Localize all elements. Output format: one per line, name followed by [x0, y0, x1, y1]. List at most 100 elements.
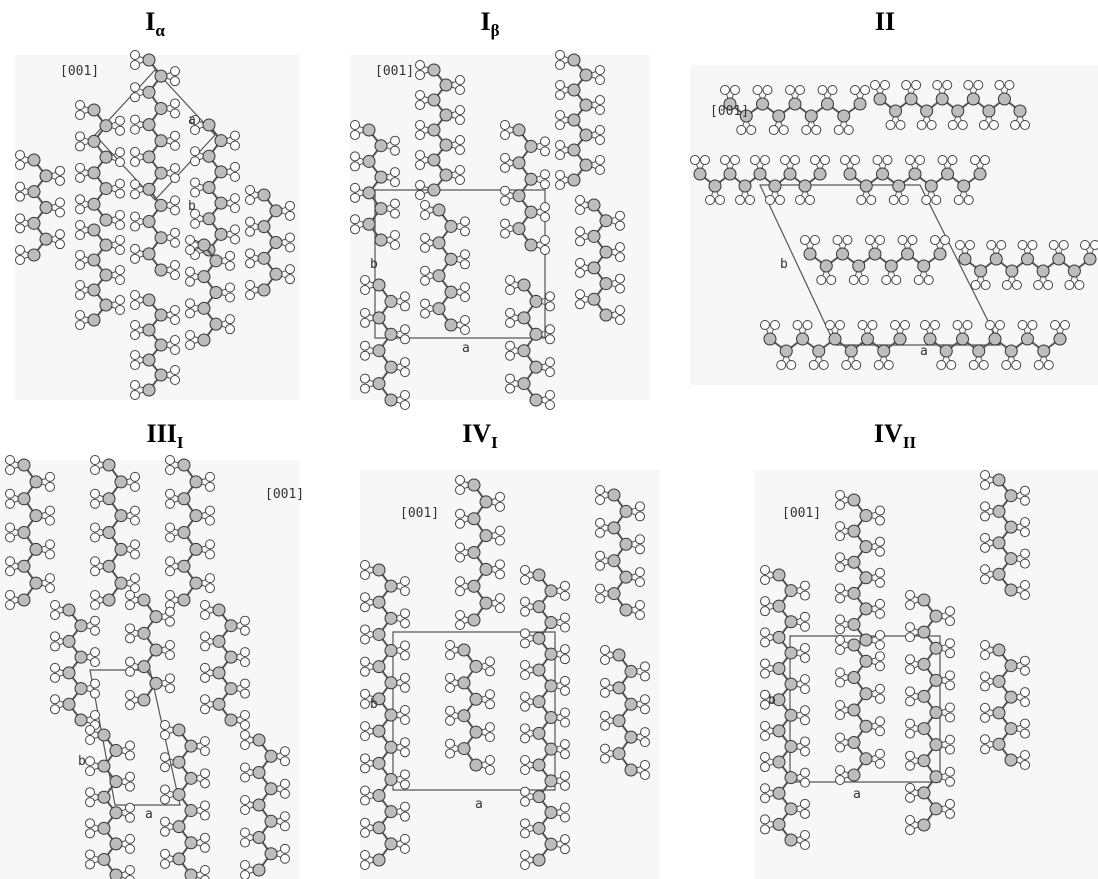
- hydrogen-atom: [86, 860, 95, 869]
- hydrogen-atom: [86, 726, 95, 735]
- panel: Iα[001]ab: [15, 7, 300, 400]
- carbon-atom: [88, 135, 100, 147]
- hydrogen-atom: [561, 750, 570, 759]
- hydrogen-atom: [501, 229, 510, 238]
- hydrogen-atom: [981, 565, 990, 574]
- carbon-atom: [848, 525, 860, 537]
- hydrogen-atom: [821, 156, 830, 165]
- carbon-atom: [18, 560, 30, 572]
- hydrogen-atom: [401, 844, 410, 853]
- carbon-atom: [385, 773, 397, 785]
- hydrogen-atom: [281, 844, 290, 853]
- hydrogen-atom: [286, 233, 295, 242]
- hydrogen-atom: [226, 261, 235, 270]
- carbon-atom: [608, 489, 620, 501]
- hydrogen-atom: [947, 361, 956, 370]
- hydrogen-atom: [16, 224, 25, 233]
- hydrogen-atom: [401, 587, 410, 596]
- hydrogen-atom: [421, 276, 430, 285]
- hydrogen-atom: [51, 705, 60, 714]
- panel-background: [350, 55, 650, 400]
- carbon-atom: [103, 493, 115, 505]
- hydrogen-atom: [226, 315, 235, 324]
- carbon-atom: [874, 93, 886, 105]
- carbon-atom: [1005, 345, 1017, 357]
- hydrogen-atom: [6, 456, 15, 465]
- hydrogen-atom: [246, 227, 255, 236]
- hydrogen-atom: [596, 66, 605, 75]
- panel-title: IVII: [874, 419, 917, 452]
- hydrogen-atom: [446, 749, 455, 758]
- hydrogen-atom: [456, 543, 465, 552]
- carbon-atom: [785, 647, 797, 659]
- hydrogen-atom: [766, 196, 775, 205]
- carbon-atom: [890, 105, 902, 117]
- hydrogen-atom: [826, 321, 835, 330]
- carbon-atom: [930, 739, 942, 751]
- hydrogen-atom: [641, 728, 650, 737]
- hydrogen-atom: [171, 67, 180, 76]
- hydrogen-atom: [641, 761, 650, 770]
- carbon-atom: [190, 510, 202, 522]
- hydrogen-atom: [171, 316, 180, 325]
- carbon-atom: [265, 750, 277, 762]
- carbon-atom: [1022, 253, 1034, 265]
- hydrogen-atom: [596, 156, 605, 165]
- hydrogen-atom: [91, 557, 100, 566]
- panel-title: IVI: [462, 419, 498, 452]
- hydrogen-atom: [171, 206, 180, 215]
- hydrogen-atom: [786, 86, 795, 95]
- carbon-atom: [1005, 723, 1017, 735]
- hydrogen-atom: [809, 361, 818, 370]
- hydrogen-atom: [981, 682, 990, 691]
- hydrogen-atom: [171, 174, 180, 183]
- hydrogen-atom: [641, 672, 650, 681]
- hydrogen-atom: [521, 639, 530, 648]
- carbon-atom: [155, 199, 167, 211]
- carbon-atom: [1005, 490, 1017, 502]
- hydrogen-atom: [171, 336, 180, 345]
- carbon-atom: [75, 683, 87, 695]
- carbon-atom: [40, 202, 52, 214]
- panel: IVI[001]ab: [360, 419, 660, 879]
- hydrogen-atom: [836, 636, 845, 645]
- hydrogen-atom: [281, 757, 290, 766]
- hydrogen-atom: [401, 812, 410, 821]
- hydrogen-atom: [361, 374, 370, 383]
- hydrogen-atom: [241, 721, 250, 730]
- hydrogen-atom: [801, 768, 810, 777]
- carbon-atom: [518, 279, 530, 291]
- carbon-atom: [785, 709, 797, 721]
- hydrogen-atom: [716, 196, 725, 205]
- hydrogen-atom: [361, 851, 370, 860]
- hydrogen-atom: [981, 745, 990, 754]
- hydrogen-atom: [16, 161, 25, 170]
- carbon-atom: [613, 748, 625, 760]
- carbon-atom: [533, 601, 545, 613]
- carbon-atom: [925, 180, 937, 192]
- carbon-atom: [18, 594, 30, 606]
- carbon-atom: [100, 120, 112, 132]
- hydrogen-atom: [882, 276, 891, 285]
- carbon-atom: [98, 853, 110, 865]
- direction-label: [001]: [710, 104, 749, 119]
- hydrogen-atom: [486, 700, 495, 709]
- hydrogen-atom: [171, 238, 180, 247]
- hydrogen-atom: [246, 217, 255, 226]
- hydrogen-atom: [416, 131, 425, 140]
- hydrogen-atom: [506, 308, 515, 317]
- carbon-atom: [838, 110, 850, 122]
- hydrogen-atom: [226, 293, 235, 302]
- hydrogen-atom: [16, 214, 25, 223]
- hydrogen-atom: [576, 196, 585, 205]
- hydrogen-atom: [981, 481, 990, 490]
- hydrogen-atom: [126, 657, 135, 666]
- carbon-atom: [110, 745, 122, 757]
- hydrogen-atom: [361, 689, 370, 698]
- hydrogen-atom: [201, 695, 210, 704]
- hydrogen-atom: [793, 321, 802, 330]
- hydrogen-atom: [116, 246, 125, 255]
- carbon-atom: [1005, 691, 1017, 703]
- hydrogen-atom: [361, 341, 370, 350]
- carbon-atom: [820, 260, 832, 272]
